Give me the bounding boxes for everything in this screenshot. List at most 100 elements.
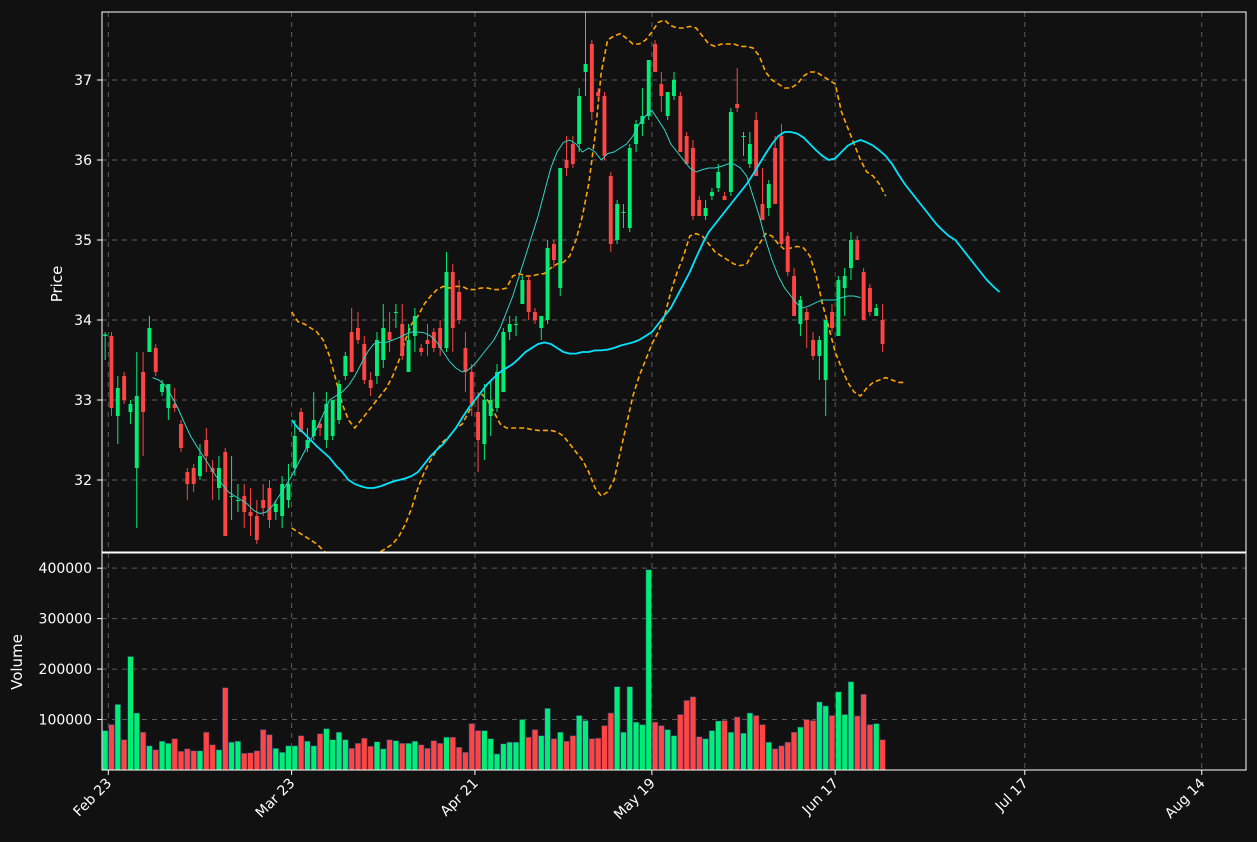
candle-body [381, 328, 386, 360]
candle-body [476, 412, 480, 440]
candle-body [792, 276, 796, 316]
volume-bar [285, 745, 292, 770]
candle-body [318, 424, 322, 428]
volume-bar [569, 735, 576, 770]
volume-bar [247, 752, 254, 770]
candle-body [204, 440, 209, 456]
candle-body [482, 400, 487, 444]
volume-bar [411, 740, 419, 770]
volume-bar [677, 714, 684, 770]
volume-axis-title: Volume [8, 634, 26, 690]
volume-bar [538, 735, 545, 770]
volume-bar [601, 725, 608, 770]
candle-body [735, 104, 740, 108]
volume-bar [828, 715, 836, 770]
candle-body [501, 332, 506, 392]
volume-bar [449, 736, 456, 770]
candle-body [823, 320, 828, 380]
candle-body [356, 328, 360, 340]
candle-body [507, 324, 512, 332]
volume-bar [493, 753, 501, 770]
volume-bar [418, 744, 425, 770]
volume-bar [809, 720, 817, 770]
volume-bar [171, 738, 178, 770]
candle-body [375, 340, 379, 376]
volume-bar [771, 748, 779, 770]
volume-bar [544, 708, 551, 770]
volume-bar [386, 739, 393, 770]
volume-bar [721, 720, 728, 770]
volume-bar [392, 740, 400, 770]
volume-bar [645, 569, 652, 770]
volume-bar [228, 741, 235, 770]
volume-bar [184, 748, 191, 770]
candle-body [722, 196, 727, 200]
volume-bar [272, 747, 279, 770]
candle-body [583, 64, 588, 72]
candle-body [292, 436, 297, 468]
candle-body [615, 204, 620, 240]
volume-bar [639, 724, 646, 770]
candle-body [495, 372, 499, 408]
candle-body [868, 288, 872, 312]
candle-body [514, 324, 518, 325]
candle-body [198, 456, 202, 476]
price-axes-frame [101, 11, 1247, 553]
candle-body [438, 328, 443, 348]
candle-body [741, 136, 746, 137]
candle-body [589, 44, 594, 112]
volume-bar [291, 745, 298, 770]
candle-body [179, 424, 183, 448]
volume-tick-label: 200000 [39, 662, 92, 678]
volume-bar [683, 700, 690, 770]
candle-body [849, 240, 853, 268]
volume-bar [595, 737, 602, 770]
candle-body [311, 420, 316, 436]
volume-bar [367, 745, 374, 770]
volume-bar [462, 751, 469, 770]
candle-body [621, 212, 626, 213]
candle-body [798, 300, 803, 324]
candle-body [286, 484, 291, 500]
volume-bar [190, 750, 197, 770]
candle-body [785, 236, 790, 272]
candle-body [545, 248, 550, 320]
volume-bar [740, 732, 747, 770]
price-tick-label: 32 [74, 473, 92, 489]
candle-body [128, 404, 133, 412]
volume-bar [335, 731, 343, 770]
volume-bar [437, 742, 444, 770]
volume-bar [670, 735, 678, 770]
volume-bar [658, 725, 665, 770]
volume-bar [500, 743, 507, 770]
volume-bar [121, 739, 128, 770]
volume-bar [152, 749, 159, 770]
volume-bar [468, 723, 475, 770]
volume-bar [759, 724, 766, 770]
candle-body [242, 496, 247, 512]
candle-body [811, 340, 815, 356]
volume-bar [860, 693, 867, 770]
candle-body [248, 512, 253, 516]
candle-body [393, 312, 398, 313]
price-tick-label: 36 [74, 153, 92, 169]
candle-body [855, 240, 860, 260]
volume-bar [455, 746, 463, 770]
candle-body [229, 496, 234, 497]
volume-bar [525, 736, 532, 770]
candle-body [362, 344, 367, 380]
volume-bar [430, 740, 437, 770]
ma-fast-line [152, 109, 861, 515]
candle-body [160, 384, 164, 392]
candle-body [134, 396, 139, 468]
volume-bar [588, 738, 595, 770]
bollinger-lower-line [291, 232, 905, 552]
candle-body [337, 384, 341, 420]
volume-bar [620, 731, 627, 770]
candle-body [760, 204, 765, 220]
volume-bar [847, 681, 855, 770]
volume-bar [734, 716, 741, 770]
volume-bar [424, 747, 431, 770]
candle-body [469, 372, 474, 404]
volume-bar [778, 745, 785, 770]
